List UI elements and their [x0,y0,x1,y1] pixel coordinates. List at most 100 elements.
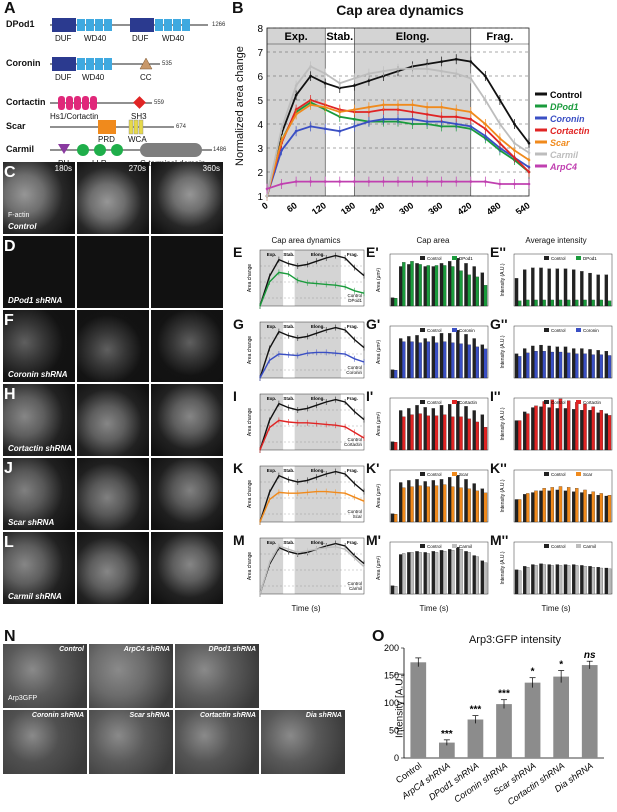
dpod1-duf-2 [130,18,154,32]
bar-kd-9 [591,491,595,523]
mini-phase-label-0: Exp. [267,324,277,329]
coronin-length: 535 [162,61,173,67]
bar-legend-ctl-swatch [544,544,549,548]
point-control-14 [469,60,473,63]
bar-kd-10 [599,354,603,379]
micro-label-h: Cortactin shRNA [8,444,73,453]
panel-label-m1: M' [366,532,381,548]
bar-kd-0 [393,513,398,523]
bar-ctl-7 [572,269,576,307]
bar-kd-7 [451,486,455,523]
bar-ctl-10 [596,274,600,307]
bar-kd-6 [442,341,447,379]
point-coronin-9 [396,117,400,121]
bar-ctl-2 [407,336,411,379]
bar-ctl-0 [514,278,519,307]
point-coronin-6 [353,125,356,128]
bar-kd-0 [517,420,522,451]
arp3gfp-tile-0: Control [3,644,87,708]
bar-ctl-4 [547,407,551,451]
xtick-6: 360 [426,200,444,214]
ytick-1: 2 [257,168,263,179]
mini-phase-label-1: Stab. [283,540,294,545]
point-scar-16 [498,137,502,140]
bar-kd-10 [599,410,603,451]
bar-kd-9 [467,274,471,307]
point-control-16 [498,98,502,102]
mini-legend-kd: Carmil [349,586,362,591]
bar-kd-8 [459,343,463,379]
point-arpc4-18 [527,182,531,186]
bar-ctl-8 [456,330,460,379]
point-carmil-11 [425,67,429,71]
point-scar-15 [484,122,487,126]
o-bar-3 [496,704,512,758]
bar-ctl-0 [514,353,519,379]
bar-legend-ctl: Control [551,544,566,549]
bar-ctl-7 [448,261,452,307]
bar-ctl-4 [423,338,427,379]
mini-area-bars-g: Control Coronin Area (μm²) [376,325,489,379]
point-dpod1-6 [353,117,356,121]
bar-kd-10 [475,346,479,379]
bar-frame [513,253,613,307]
ytick-4: 5 [257,96,263,107]
point-arpc4-16 [498,182,502,186]
scar-wca-c [138,119,144,135]
panel-label-l: L [4,534,14,551]
bar-ctl-11 [480,344,485,379]
bar-kd-2 [410,261,414,307]
arp3gfp-tile-label-0: Control [59,646,84,653]
coronin-wd40-b [86,58,94,70]
bar-ctl-11 [604,274,609,307]
bar-legend-kd-swatch [452,400,457,404]
bar-frame [513,325,613,379]
bar-frame [513,469,613,523]
bar-ctl-3 [415,551,419,595]
xtick-4: 240 [368,200,386,214]
bar-kd-0 [393,441,398,451]
bar-ctl-1 [399,410,403,451]
micro-tile-f-0 [3,310,75,382]
legend-label-5: Carmil [550,150,579,160]
bar-legend: Control Cortactin [420,400,478,405]
mini-series-kd [259,271,365,307]
point-control-2 [294,93,298,97]
col1-header: Cap area dynamics [271,236,341,245]
mini-phase-label-1: Stab. [283,252,294,257]
point-control-12 [440,60,443,63]
panel-label-c: C [4,164,16,181]
point-arpc4-3 [309,180,312,183]
mini-area-bars-i: Control Cortactin Area (μm²) [376,397,489,451]
ytick-0: 1 [257,192,263,203]
bar-legend-ctl: Control [427,544,442,549]
bar-kd-5 [434,415,439,451]
mini-phase-label-3: Frag. [347,252,358,257]
bar-legend: Control Carmil [544,544,596,549]
bar-ctl-6 [439,550,444,595]
col3-header: Average intensity [525,236,587,245]
bar-kd-4 [426,553,430,595]
bar-kd-10 [599,493,603,523]
bar-kd-1 [402,487,406,523]
bar-kd-4 [550,299,554,307]
dpod1-wd40-1b [86,19,94,31]
bar-ctl-9 [588,566,592,595]
point-coronin-1 [280,149,283,152]
point-cortactin-14 [469,117,473,121]
bar-ctl-9 [588,494,592,523]
dpod1-wd40-2a [155,19,163,31]
bar-ylabel: Area (μm²) [376,556,382,580]
point-cortactin-13 [454,115,458,119]
legend-label-1: DPod1 [550,102,579,112]
scar-prd [98,120,116,134]
bar-frame [513,397,613,451]
bar-ylabel: Area (μm²) [376,484,382,508]
bar-legend-kd: Carmil [583,544,596,549]
point-coronin-10 [411,117,414,121]
mini-phase-elong [294,394,341,450]
bar-ctl-5 [555,489,560,523]
bar-kd-11 [607,355,612,379]
bar-kd-2 [534,490,538,523]
